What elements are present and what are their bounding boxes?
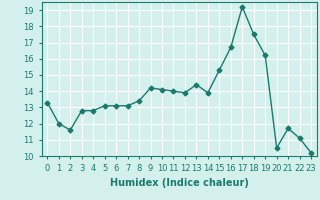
X-axis label: Humidex (Indice chaleur): Humidex (Indice chaleur) (110, 178, 249, 188)
